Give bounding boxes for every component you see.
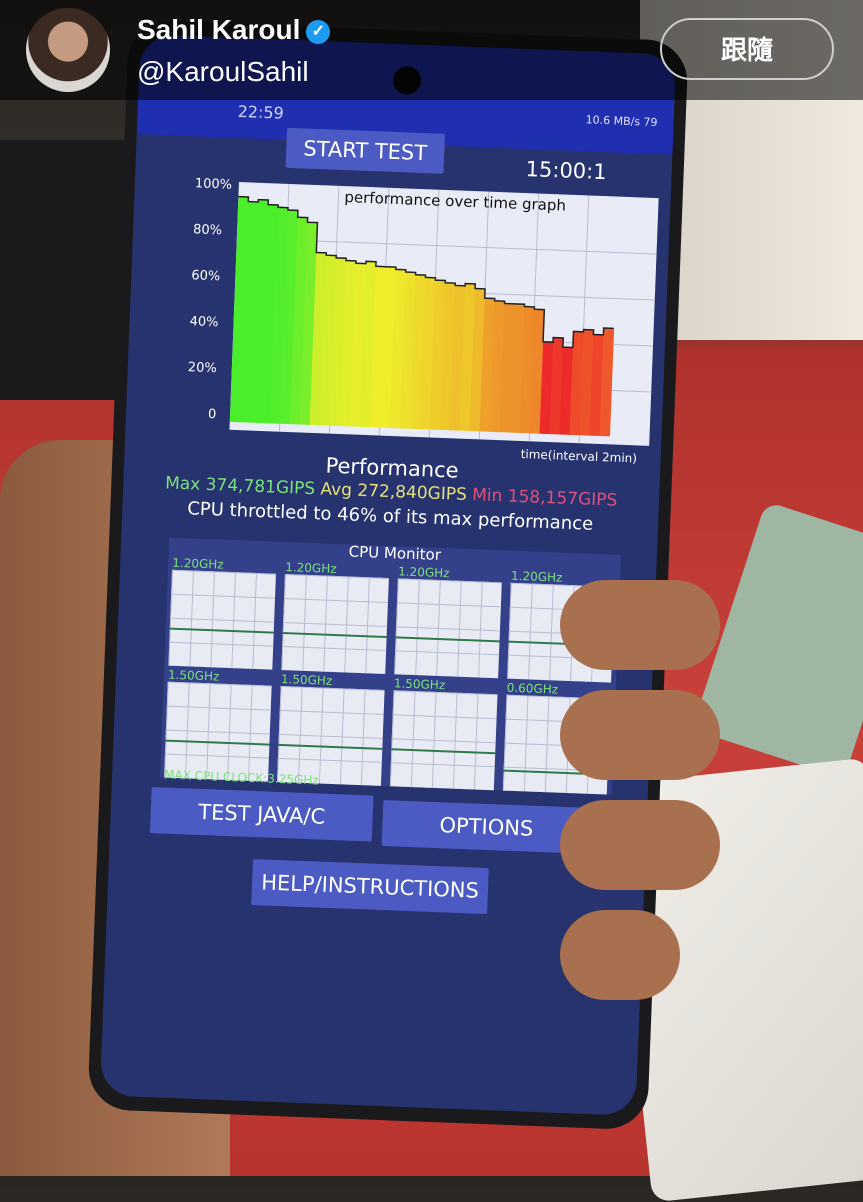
cpu-core-graph bbox=[394, 578, 502, 679]
phone: 22:59 10.6 MB/s 79 START TEST 15:00:1 10… bbox=[87, 19, 689, 1131]
performance-bar bbox=[599, 327, 615, 437]
performance-bar bbox=[319, 255, 337, 426]
y-tick: 100% bbox=[194, 176, 233, 193]
y-tick: 60% bbox=[191, 268, 221, 285]
finger bbox=[560, 580, 720, 670]
performance-bar bbox=[229, 196, 249, 423]
performance-bar bbox=[289, 217, 309, 425]
cpu-core-line bbox=[278, 743, 383, 750]
performance-bar bbox=[269, 207, 289, 424]
finger bbox=[560, 690, 720, 780]
cpu-core-line bbox=[165, 739, 270, 746]
performance-bar bbox=[409, 274, 427, 430]
y-tick: 20% bbox=[187, 360, 217, 377]
avatar[interactable] bbox=[26, 8, 110, 92]
cpu-core-graph bbox=[276, 685, 385, 786]
cpu-core-cell: 1.20GHz bbox=[281, 560, 395, 679]
performance-bar bbox=[589, 334, 604, 437]
min-gips: Min 158,157GIPS bbox=[471, 485, 618, 511]
performance-bar bbox=[349, 263, 367, 427]
performance-bar bbox=[249, 199, 269, 423]
performance-bar bbox=[579, 329, 595, 436]
y-tick: 80% bbox=[192, 222, 223, 239]
cpu-core-graph bbox=[164, 681, 272, 782]
tweet-header: Sahil Karoul ✓ @KaroulSahil 跟隨 bbox=[0, 0, 863, 100]
performance-bar bbox=[309, 252, 327, 426]
cpu-core-line bbox=[391, 747, 496, 754]
cpu-core-line bbox=[282, 631, 387, 638]
performance-bar bbox=[299, 222, 318, 425]
performance-bar bbox=[359, 261, 377, 428]
cpu-monitor: CPU Monitor 1.20GHz 1.20GHz 1.20GHz 1.20GHz… bbox=[160, 537, 621, 795]
performance-bar bbox=[569, 331, 584, 436]
performance-graph bbox=[229, 181, 659, 446]
performance-bar bbox=[449, 285, 466, 431]
cpu-core-cell: 1.20GHz bbox=[394, 564, 508, 683]
timer: 15:00:1 bbox=[525, 156, 608, 185]
help-instructions-button[interactable]: HELP/INSTRUCTIONS bbox=[251, 859, 489, 915]
status-time: 22:59 bbox=[237, 101, 285, 123]
performance-bar bbox=[369, 266, 387, 428]
max-gips: Max 374,781GIPS bbox=[164, 473, 316, 500]
y-tick: 0 bbox=[207, 406, 217, 423]
finger bbox=[560, 800, 720, 890]
cpu-core-line bbox=[169, 627, 274, 634]
performance-bar bbox=[329, 257, 347, 427]
performance-bar bbox=[389, 269, 407, 429]
performance-bar bbox=[259, 204, 279, 424]
user-handle[interactable]: @KaroulSahil bbox=[137, 56, 309, 87]
fingers bbox=[560, 580, 730, 1020]
performance-graph-svg bbox=[229, 183, 657, 444]
cpu-core-graph bbox=[389, 690, 498, 791]
y-tick: 40% bbox=[189, 314, 219, 331]
performance-bar bbox=[429, 280, 446, 430]
cpu-core-graph bbox=[281, 574, 389, 674]
avg-gips: Avg 272,840GIPS bbox=[320, 479, 468, 505]
performance-bar bbox=[469, 288, 486, 432]
finger bbox=[560, 910, 680, 1000]
follow-button[interactable]: 跟隨 bbox=[660, 18, 834, 80]
test-java-c-button[interactable]: TEST JAVA/C bbox=[149, 787, 374, 842]
cpu-core-cell: 1.20GHz bbox=[168, 556, 282, 675]
performance-bar bbox=[539, 341, 554, 435]
performance-bar bbox=[419, 277, 436, 430]
performance-bar bbox=[279, 209, 299, 425]
verified-badge-icon: ✓ bbox=[306, 20, 331, 44]
performance-bar bbox=[399, 272, 417, 429]
performance-bar bbox=[459, 283, 476, 432]
performance-line bbox=[238, 195, 614, 349]
performance-bar bbox=[339, 260, 357, 427]
performance-bar bbox=[439, 282, 456, 431]
performance-bar bbox=[239, 201, 259, 423]
cpu-core-cell: 1.50GHz bbox=[389, 676, 504, 795]
cpu-core-graph bbox=[168, 569, 276, 670]
performance-bar bbox=[379, 266, 397, 428]
performance-bar bbox=[559, 347, 574, 435]
user-name-text: Sahil Karoul bbox=[137, 14, 301, 45]
status-icons: 10.6 MB/s 79 bbox=[585, 113, 658, 130]
start-test-button[interactable]: START TEST bbox=[285, 127, 445, 174]
phone-screen: 22:59 10.6 MB/s 79 START TEST 15:00:1 10… bbox=[99, 34, 677, 1116]
user-name[interactable]: Sahil Karoul ✓ bbox=[137, 14, 331, 46]
cpu-core-line bbox=[395, 635, 500, 642]
performance-bar bbox=[549, 337, 564, 435]
